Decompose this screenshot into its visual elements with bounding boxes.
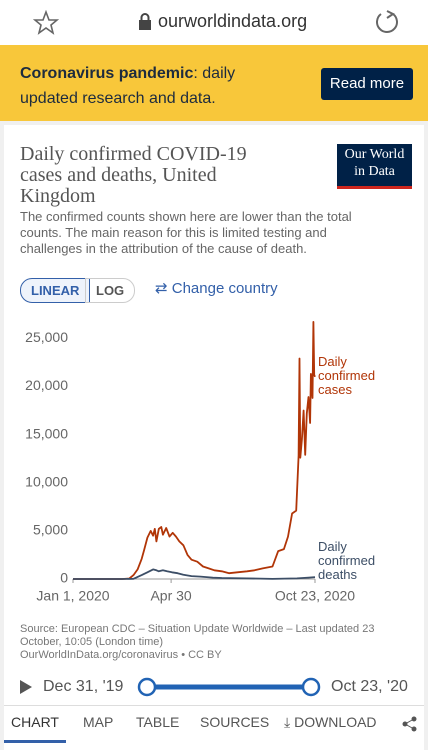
star-icon[interactable] <box>33 10 59 36</box>
banner-title: Coronavirus pandemic <box>20 65 194 82</box>
tab[interactable]: TABLE <box>136 714 180 730</box>
reload-icon[interactable] <box>373 8 401 36</box>
series-line <box>73 321 316 580</box>
series-label: Daily confirmed deaths <box>318 539 376 582</box>
series-label: Daily confirmed cases <box>318 354 376 397</box>
y-tick-label: 15,000 <box>25 425 68 441</box>
play-button[interactable] <box>18 679 34 695</box>
scale-toggle[interactable]: LINEAR <box>20 278 91 303</box>
series-line <box>73 568 316 580</box>
end-date: Oct 23, '20 <box>331 678 408 695</box>
tab[interactable]: MAP <box>83 714 114 730</box>
share-icon[interactable] <box>402 716 418 732</box>
scale-toggle[interactable]: LOG <box>85 278 136 303</box>
x-tick-label: Jan 1, 2020 <box>36 588 109 604</box>
start-date: Dec 31, '19 <box>43 678 124 695</box>
logo-line: Our World <box>344 147 405 162</box>
banner-body: : daily updated research and data. <box>20 65 236 107</box>
tab-text: DOWNLOAD <box>294 714 377 730</box>
source: Source: European CDC – Situation Update … <box>20 623 390 662</box>
url[interactable]: ourworldindata.org <box>158 11 308 31</box>
time-slider[interactable] <box>136 676 322 698</box>
y-tick-label: 25,000 <box>25 329 68 345</box>
chart-card <box>4 125 424 750</box>
license: OurWorldInData.org/coronavirus • CC BY <box>20 649 222 661</box>
change-country[interactable]: ⇄ Change country <box>155 280 278 297</box>
banner-text: Coronavirus pandemic: daily updated rese… <box>20 61 290 111</box>
read-more-button[interactable]: Read more <box>321 68 413 100</box>
chart-title: Daily confirmed COVID-19 cases and death… <box>20 143 247 207</box>
y-tick-label: 5,000 <box>33 522 68 538</box>
chart-subtitle: The confirmed counts shown here are lowe… <box>20 209 352 256</box>
change-country-text: Change country <box>171 280 278 297</box>
y-tick-label: 20,000 <box>25 377 68 393</box>
banner: Coronavirus pandemic: daily updated rese… <box>0 45 428 121</box>
lock-icon <box>139 13 151 30</box>
chart: 0 5,000 10,000 15,000 20,000 25,000 Jan 1, 202… <box>25 321 355 604</box>
logo-line: in Data <box>354 164 395 179</box>
y-tick-label: 0 <box>60 570 68 586</box>
logo[interactable]: Our World in Data <box>337 144 412 189</box>
x-tick-label: Apr 30 <box>150 588 191 604</box>
tab[interactable]: ⤓ DOWNLOAD <box>284 714 377 730</box>
tab[interactable]: SOURCES <box>200 714 270 730</box>
x-tick-label: Oct 23, 2020 <box>275 588 355 604</box>
tab-divider <box>4 705 424 706</box>
source-text: Source: European CDC – Situation Update … <box>20 623 375 648</box>
tab[interactable]: CHART <box>4 714 66 743</box>
browser-bar: ourworldindata.org <box>0 0 428 45</box>
y-tick-label: 10,000 <box>25 473 68 489</box>
